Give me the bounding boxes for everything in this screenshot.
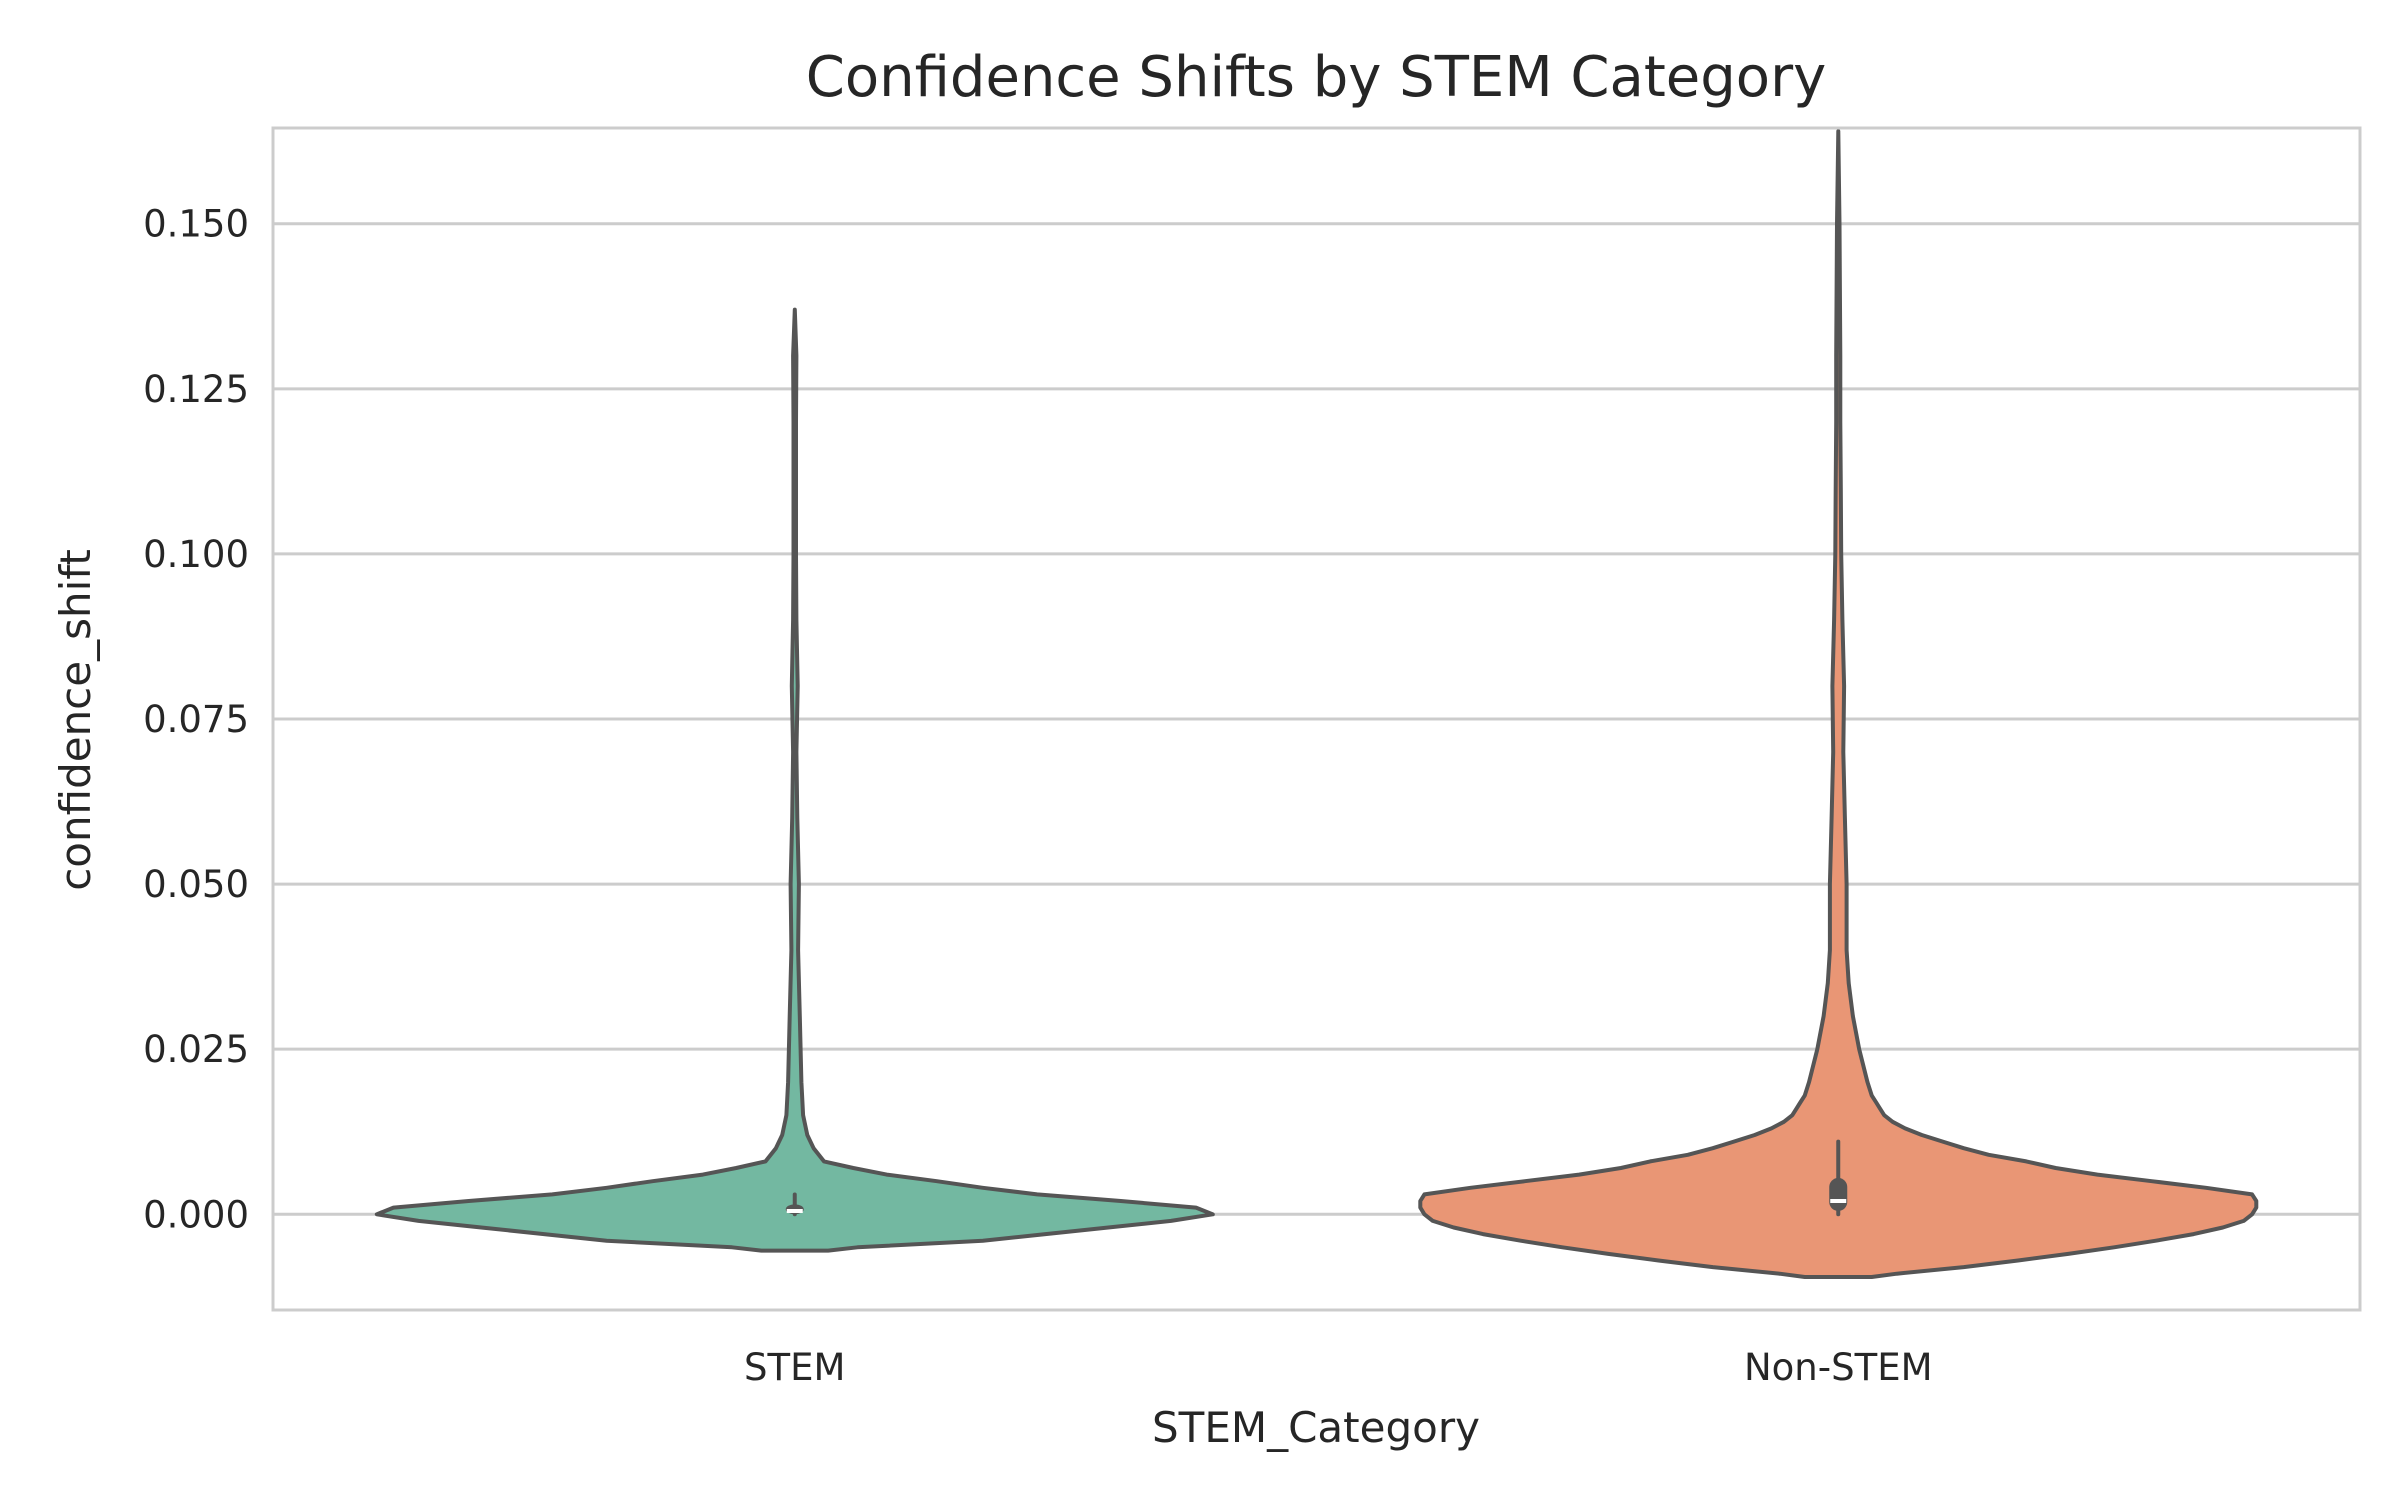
y-tick-labels: 0.000 0.025 0.050 0.075 0.100 0.125 0.150: [143, 203, 249, 1237]
y-tick-label: 0.000: [143, 1193, 249, 1236]
y-axis-title: confidence_shift: [51, 549, 100, 891]
violin-non-stem: [1418, 129, 2259, 1279]
y-tick-label: 0.025: [143, 1028, 249, 1071]
plot-frame: [271, 126, 2362, 1312]
violin-stem: [374, 307, 1215, 1253]
y-tick-label: 0.125: [143, 368, 249, 411]
x-tick-labels: STEM Non-STEM: [744, 1346, 1932, 1389]
violin-iqr-box: [1829, 1177, 1848, 1211]
violins: [374, 129, 2259, 1279]
x-tick-label: STEM: [744, 1346, 845, 1389]
violin-body: [374, 307, 1215, 1253]
y-tick-label: 0.150: [143, 203, 249, 246]
x-axis-title: STEM_Category: [1152, 1403, 1480, 1452]
y-tick-label: 0.050: [143, 863, 249, 906]
y-tick-label: 0.075: [143, 698, 249, 741]
y-tick-label: 0.100: [143, 533, 249, 576]
violin-body: [1418, 129, 2259, 1279]
gridlines: [273, 222, 2360, 1216]
chart-title: Confidence Shifts by STEM Category: [806, 45, 1826, 110]
x-tick-label: Non-STEM: [1744, 1346, 1933, 1389]
